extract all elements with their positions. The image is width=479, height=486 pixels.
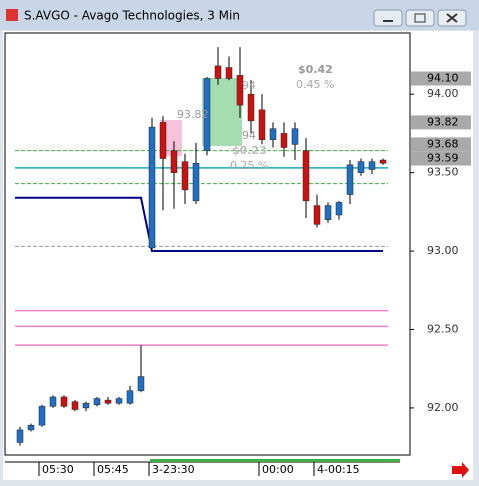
candle-body [291, 128, 299, 145]
candle-body [324, 205, 332, 220]
candle-body [16, 429, 24, 443]
annotation: $0.42 [298, 63, 333, 76]
maximize-button[interactable] [405, 9, 435, 27]
candle-body [181, 161, 189, 191]
candle-body [357, 161, 365, 173]
candle-body [225, 67, 233, 79]
price-flag-label: 94.10 [427, 71, 459, 84]
price-flag-label: 93.59 [427, 152, 459, 165]
y-tick-label: 92.00 [427, 401, 459, 414]
candle-body [60, 396, 68, 407]
session-bar [150, 459, 400, 462]
candle-body [203, 78, 211, 151]
price-flag [411, 137, 471, 152]
candle-body [379, 159, 387, 164]
candle-body [335, 202, 343, 216]
price-flag [411, 115, 471, 130]
maximize-icon [414, 13, 426, 23]
annotation: 94 [242, 129, 256, 142]
annotation: 94 [242, 79, 256, 92]
candle-body [126, 390, 134, 404]
y-tick-label: 93.00 [427, 244, 459, 257]
candle-body [159, 122, 167, 159]
candle-body [38, 406, 46, 426]
price-flag-label: 93.68 [427, 137, 459, 150]
annotation: 0.25 % [230, 159, 268, 172]
candle-body [49, 396, 57, 407]
annotation: 0.45 % [296, 78, 334, 91]
candle-body [258, 109, 266, 140]
candle-body [368, 161, 376, 170]
indicator-line [15, 196, 383, 253]
candle-body [214, 65, 222, 79]
candle-body [192, 162, 200, 202]
x-tick-label: 00:00 [262, 463, 294, 476]
candle-body [269, 128, 277, 140]
candle-body [104, 399, 112, 404]
price-flag [411, 151, 471, 166]
close-icon [446, 13, 458, 23]
candle-body [236, 75, 244, 106]
candle-body [137, 376, 145, 391]
candle-body [280, 133, 288, 148]
candle-body [71, 401, 79, 410]
price-flag [411, 71, 471, 86]
x-tick-label: 3-23:30 [152, 463, 195, 476]
candle-body [302, 150, 310, 202]
candle-body [115, 398, 123, 404]
app-icon [6, 9, 18, 21]
candle-body [93, 398, 101, 406]
scroll-arrow[interactable] [452, 462, 469, 478]
annotation: 93.82 [177, 108, 209, 121]
window-title: S.AVGO - Avago Technologies, 3 Min [24, 9, 240, 23]
candle-body [346, 164, 354, 195]
x-tick-label: 05:30 [42, 463, 74, 476]
candle-body [148, 126, 156, 249]
candle-body [170, 150, 178, 173]
x-tick-label: 4-00:15 [317, 463, 360, 476]
price-flag-label: 93.82 [427, 115, 459, 128]
candle-body [82, 402, 90, 409]
y-tick-label: 93.50 [427, 166, 459, 179]
candle-body [247, 93, 255, 122]
y-tick-label: 92.50 [427, 322, 459, 335]
x-tick-label: 05:45 [97, 463, 129, 476]
minimize-button[interactable] [373, 9, 403, 27]
y-tick-label: 94.00 [427, 87, 459, 100]
candle-body [313, 205, 321, 225]
candle-body [27, 424, 35, 431]
annotation: $0.23 [232, 144, 267, 157]
